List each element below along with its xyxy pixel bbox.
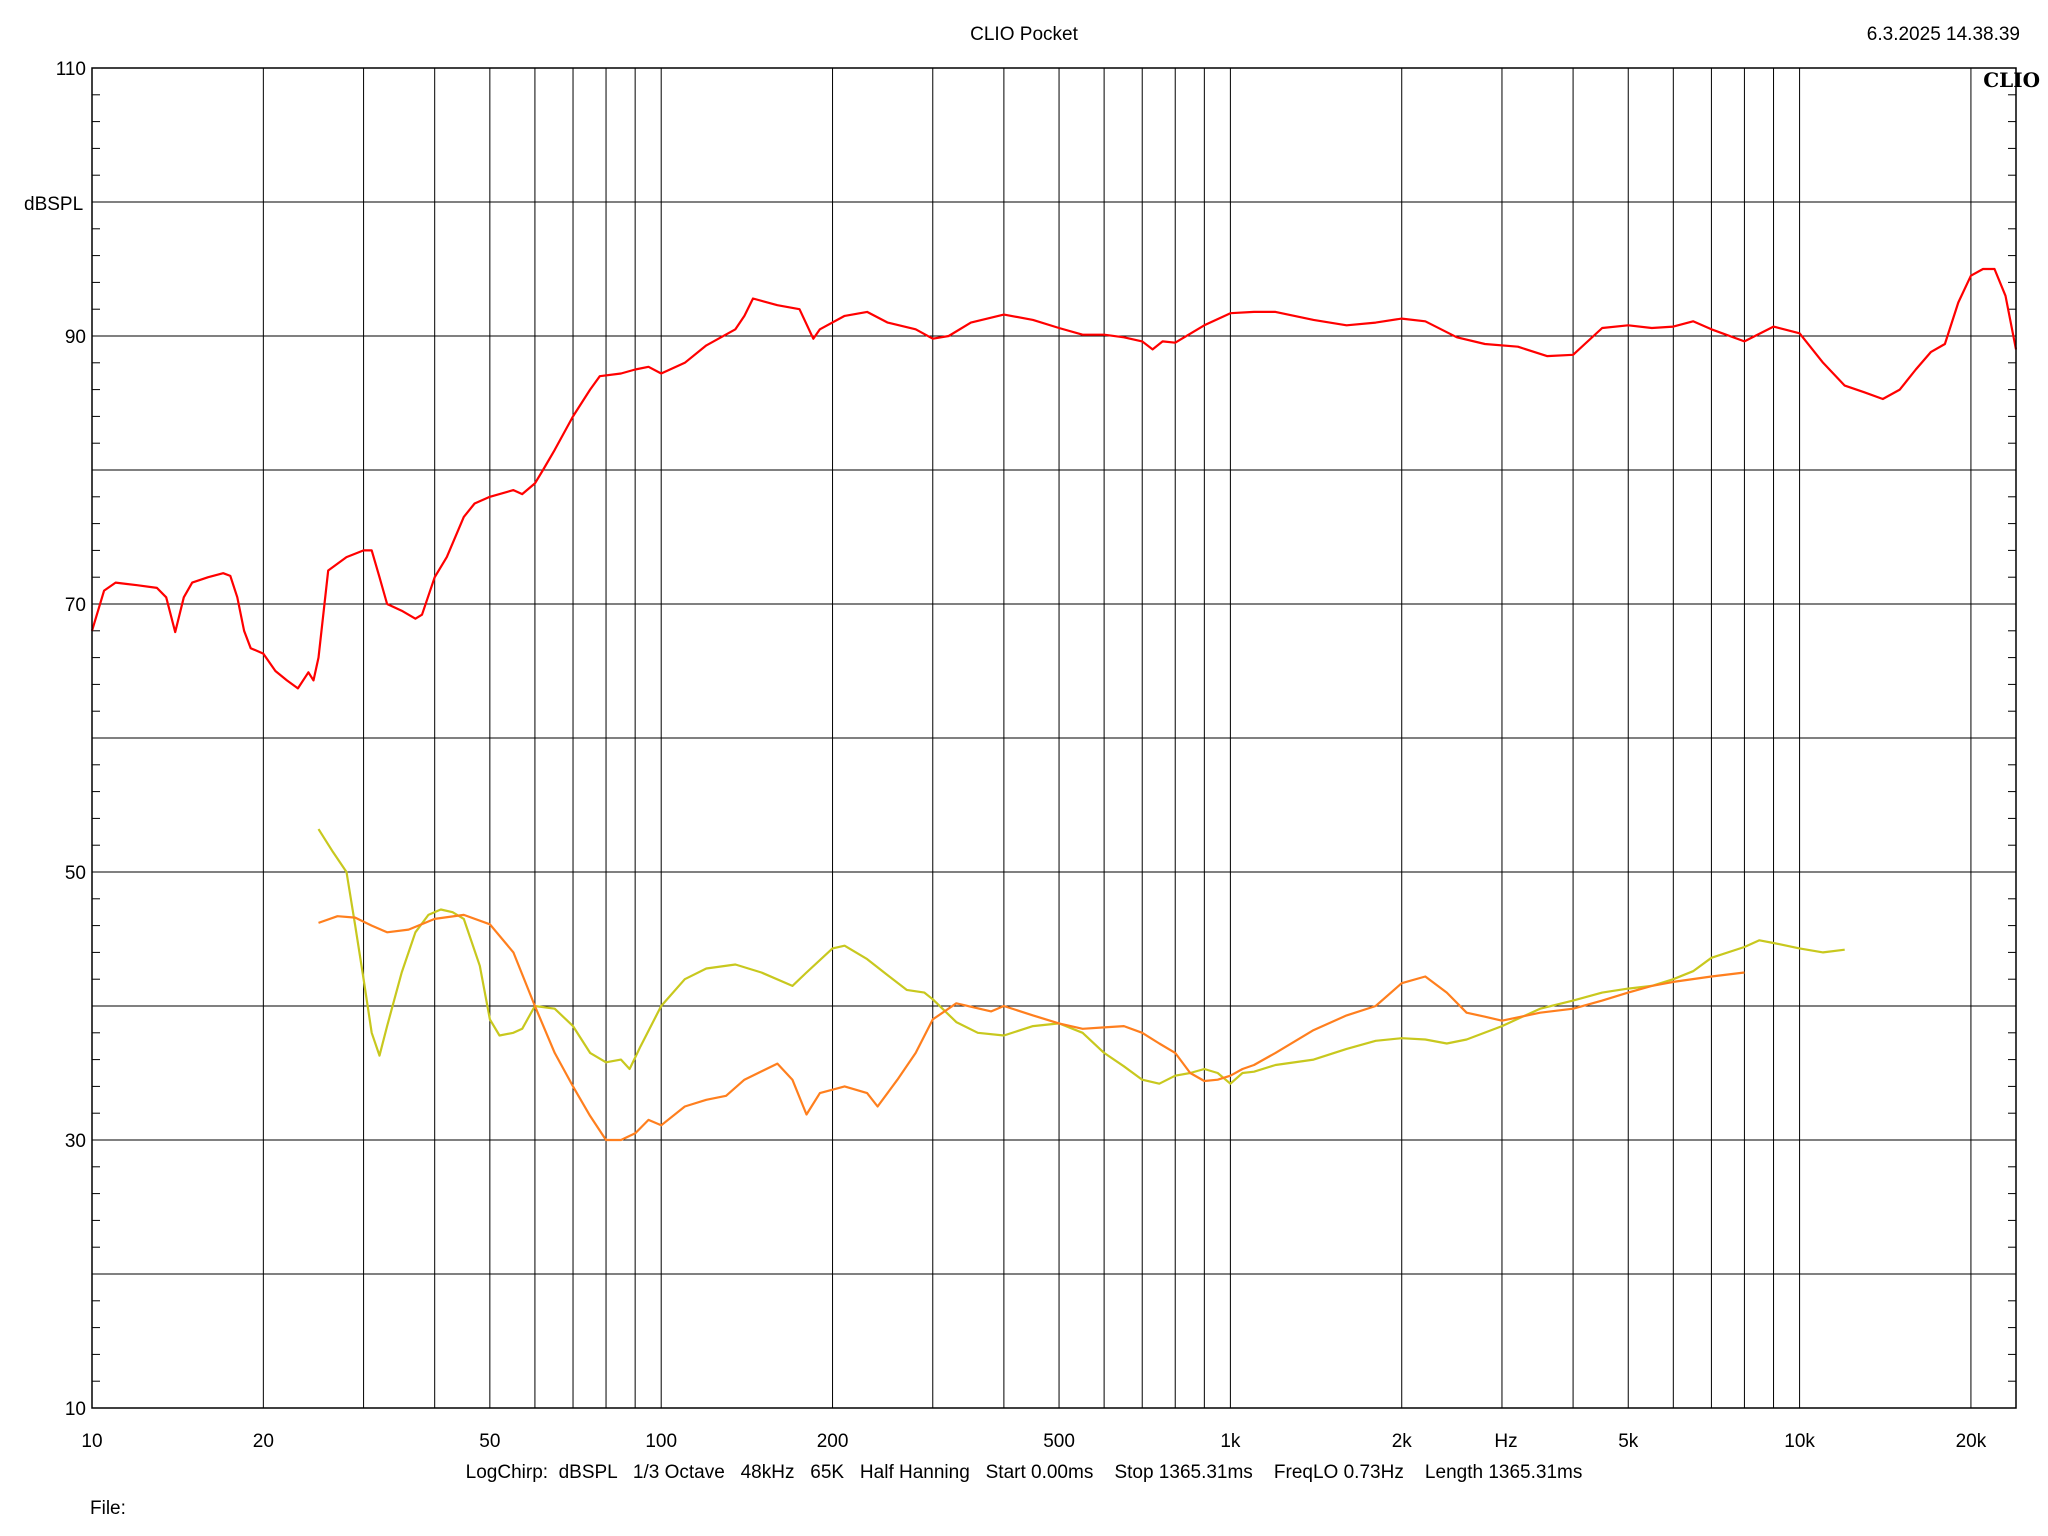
plot-border xyxy=(91,67,2017,1409)
series-line-3 xyxy=(318,913,1745,1142)
x-tick-label: 1k xyxy=(1220,1431,1241,1452)
x-tick-label: 5k xyxy=(1618,1431,1639,1452)
x-tick-label: 100 xyxy=(645,1431,677,1452)
x-tick-label: 20 xyxy=(253,1431,274,1452)
chart-grid xyxy=(92,68,2016,1408)
y-tick-label: 90 xyxy=(65,327,86,348)
timestamp: 6.3.2025 14.38.39 xyxy=(1866,24,2020,45)
y-tick-label: 10 xyxy=(65,1399,86,1420)
x-tick-label: 500 xyxy=(1043,1431,1075,1452)
chart-title: CLIO Pocket xyxy=(970,24,1078,45)
x-axis-label: Hz xyxy=(1494,1431,1517,1452)
x-tick-label: 20k xyxy=(1956,1431,1987,1452)
y-tick-label: 70 xyxy=(65,595,86,616)
series-line-1 xyxy=(90,267,2018,690)
series-line-2 xyxy=(317,828,1845,1085)
tick-labels: 10 20 50 100 200 500 1k 2k 5k 10k 20k 110 90 70 50 30 10 xyxy=(56,59,1987,1452)
clio-logo: CLIO xyxy=(1983,68,2040,92)
y-axis-label: dBSPL xyxy=(24,194,83,215)
measurement-settings: LogChirp: dBSPL 1/3 Octave 48kHz 65K Hal… xyxy=(465,1462,1583,1483)
x-tick-label: 10 xyxy=(81,1431,102,1452)
x-tick-label: 10k xyxy=(1784,1431,1815,1452)
series-layer xyxy=(90,267,2018,1142)
y-tick-label: 50 xyxy=(65,863,86,884)
y-tick-label: 110 xyxy=(56,59,86,80)
x-tick-label: 2k xyxy=(1392,1431,1413,1452)
x-tick-label: 200 xyxy=(817,1431,849,1452)
y-tick-label: 30 xyxy=(65,1131,86,1152)
axis-labels: dBSPL Hz CLIO xyxy=(24,68,2040,1452)
file-label: File: xyxy=(90,1498,126,1519)
x-tick-label: 50 xyxy=(479,1431,500,1452)
